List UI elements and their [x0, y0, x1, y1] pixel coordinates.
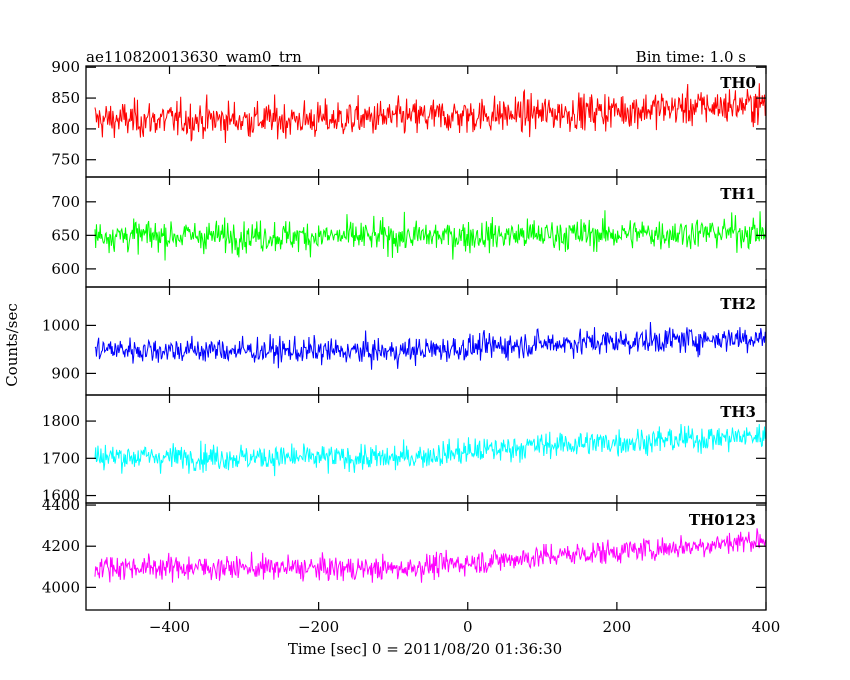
chart-title: ae110820013630_wam0_trn: [86, 48, 302, 66]
x-tick-label: 200: [603, 618, 632, 636]
series-line-th0: [94, 83, 766, 144]
series-line-th0123: [94, 528, 766, 583]
y-tick-label: 800: [51, 120, 80, 138]
y-tick-label: 900: [51, 58, 80, 76]
bin-time-label: Bin time: 1.0 s: [636, 48, 746, 66]
panel-th3: 1600 1700 1800 TH3: [42, 394, 767, 505]
y-tick-label: 850: [51, 89, 80, 107]
y-tick-label: 4400: [42, 496, 80, 514]
y-tick-label: 1800: [42, 412, 80, 430]
series-line-th2: [94, 322, 766, 370]
y-tick-label: 900: [51, 364, 80, 382]
panels-group: 750 800 850 900 TH0 600 650 700 TH1 900 1000 TH2 160…: [42, 58, 767, 611]
panel-th1: 600 650 700 TH1: [51, 176, 767, 288]
panel-th2: 900 1000 TH2: [42, 286, 767, 396]
y-tick-label: 700: [51, 193, 80, 211]
x-tick-label: 400: [752, 618, 781, 636]
y-axis-label: Counts/sec: [3, 303, 21, 387]
y-tick-label: 1600: [42, 487, 80, 505]
x-tick-label: −200: [298, 618, 339, 636]
x-tick-label: 0: [463, 618, 473, 636]
panel-label-th0123: TH0123: [689, 511, 756, 529]
panel-frame: [85, 502, 767, 611]
y-tick-label: 1000: [42, 316, 80, 334]
panel-th0: 750 800 850 900 TH0: [51, 58, 767, 178]
panel-th0123: 4000 4200 4400 TH0123: [42, 496, 767, 611]
panel-frame: [85, 394, 767, 504]
panel-label-th0: TH0: [720, 74, 756, 92]
y-tick-label: 4200: [42, 537, 80, 555]
panel-label-th2: TH2: [720, 295, 756, 313]
y-tick-label: 4000: [42, 578, 80, 596]
panel-label-th1: TH1: [720, 185, 756, 203]
y-tick-label: 600: [51, 260, 80, 278]
x-tick-label: −400: [149, 618, 190, 636]
series-line-th1: [94, 210, 766, 261]
x-axis-ticks: −400 −200 0 200 400: [149, 618, 780, 636]
x-axis-label: Time [sec] 0 = 2011/08/20 01:36:30: [288, 640, 562, 658]
y-tick-label: 650: [51, 226, 80, 244]
series-line-th3: [94, 424, 766, 477]
panel-label-th3: TH3: [720, 403, 756, 421]
y-tick-label: 750: [51, 151, 80, 169]
y-tick-label: 1700: [42, 449, 80, 467]
